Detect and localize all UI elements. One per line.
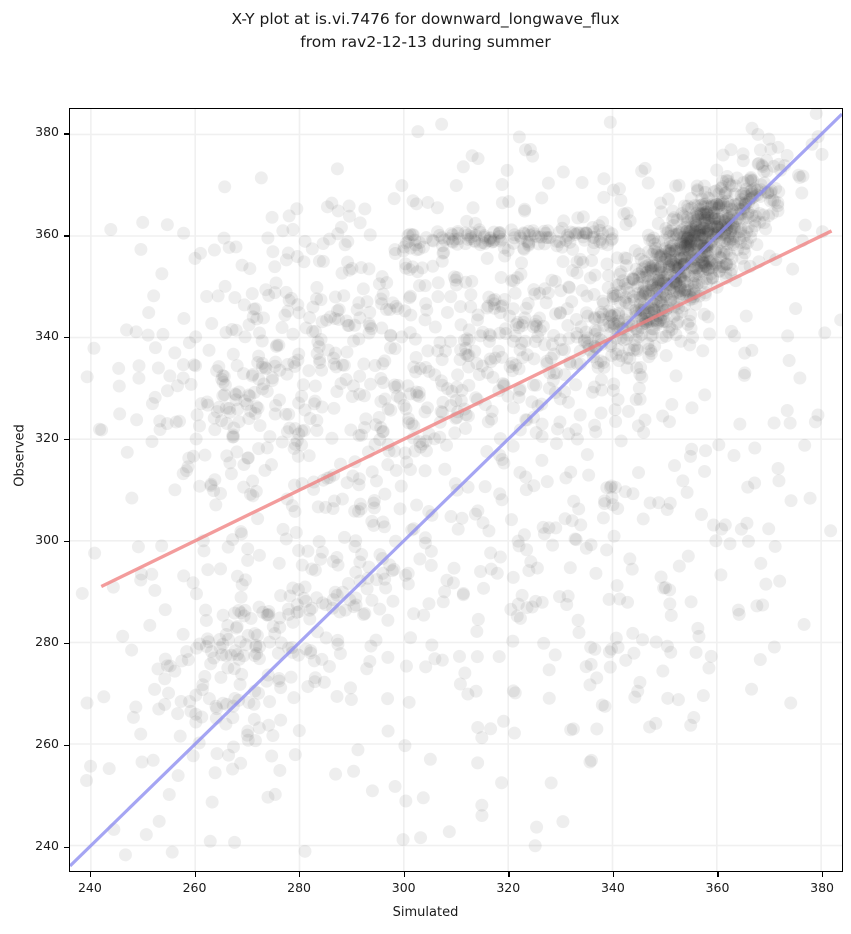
x-tick-label: 360 (705, 880, 730, 895)
x-tick-label: 280 (287, 880, 312, 895)
y-tick-mark (64, 744, 69, 746)
x-tick-label: 300 (391, 880, 416, 895)
x-tick-label: 320 (496, 880, 521, 895)
regression-line (100, 229, 833, 589)
x-tick-mark (89, 872, 92, 877)
x-tick-mark (403, 872, 405, 877)
x-tick-mark (612, 872, 615, 877)
y-tick-label: 260 (35, 735, 59, 751)
y-tick-label: 380 (35, 124, 59, 140)
y-tick-mark (64, 642, 69, 645)
y-tick-mark (64, 235, 69, 237)
y-tick-label: 240 (35, 837, 59, 853)
y-tick-label: 280 (35, 633, 59, 649)
x-tick-mark (508, 872, 510, 877)
y-tick-mark (64, 337, 69, 339)
plot-area (69, 108, 843, 872)
x-tick-label: 340 (600, 880, 625, 895)
chart-title: X-Y plot at is.vi.7476 for downward_long… (231, 10, 620, 51)
x-tick-label: 380 (810, 880, 834, 895)
identity-line (70, 112, 842, 868)
y-axis-label: Observed (12, 424, 28, 487)
x-tick-label: 240 (77, 880, 102, 895)
x-tick-mark (194, 872, 196, 877)
x-axis-label: Simulated (392, 905, 459, 920)
y-tick-mark (64, 540, 69, 543)
y-tick-mark (64, 439, 69, 441)
x-tick-mark (299, 872, 301, 877)
x-tick-label: 260 (182, 880, 207, 895)
y-tick-label: 340 (35, 328, 59, 344)
y-tick-label: 300 (35, 531, 59, 547)
x-tick-mark (822, 872, 824, 877)
trend-lines (70, 112, 842, 868)
x-tick-mark (717, 872, 719, 877)
y-tick-mark (64, 846, 69, 848)
y-tick-label: 320 (35, 430, 59, 446)
y-tick-label: 360 (35, 226, 59, 242)
y-tick-mark (64, 133, 69, 135)
